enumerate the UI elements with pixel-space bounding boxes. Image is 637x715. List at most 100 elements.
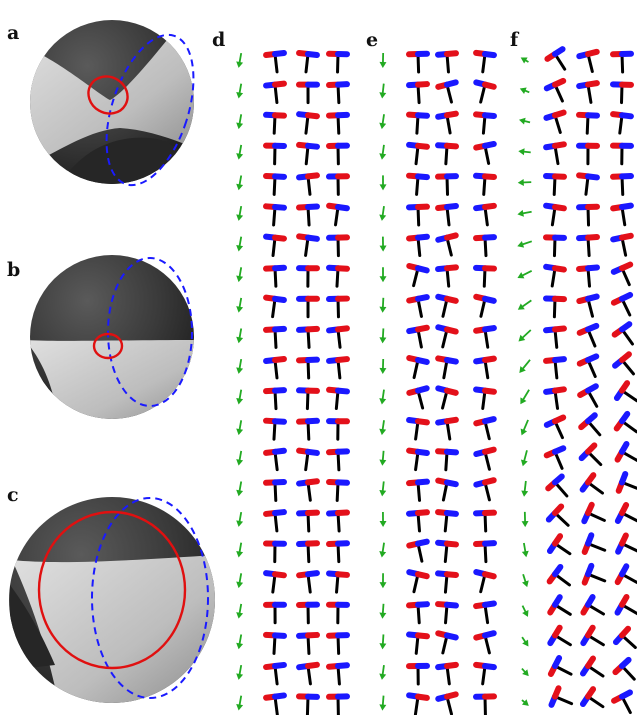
sphere-b-light-surface	[30, 340, 194, 419]
triad-icon	[406, 417, 430, 441]
triad-icon	[263, 479, 287, 502]
triad-icon	[610, 291, 634, 317]
triad-icon	[406, 569, 430, 594]
triad-icon	[296, 540, 320, 564]
triad-icon	[263, 294, 287, 319]
triad-icon	[263, 356, 287, 380]
green-arrow-icon	[522, 573, 529, 588]
triad-icon	[296, 631, 320, 655]
triad-icon	[435, 509, 459, 533]
green-arrow-icon	[236, 236, 244, 252]
triad-icon	[326, 662, 350, 686]
vector-grid-e	[379, 49, 497, 715]
triad-icon	[435, 142, 459, 166]
green-arrow-icon	[379, 389, 387, 405]
triad-icon	[406, 172, 430, 196]
triad-icon	[546, 533, 572, 556]
triad-icon	[576, 111, 600, 135]
green-arrow-icon	[236, 481, 244, 497]
green-arrow-icon	[520, 57, 529, 64]
triad-icon	[326, 356, 350, 380]
triad-icon	[326, 418, 350, 441]
triad-icon	[263, 264, 287, 288]
triad-icon	[576, 203, 600, 227]
green-arrow-icon	[236, 634, 244, 650]
green-arrow-icon	[379, 511, 387, 527]
triad-icon	[473, 140, 497, 165]
triad-icon	[263, 417, 287, 441]
green-arrow-icon	[517, 299, 532, 310]
triad-icon	[296, 81, 320, 105]
panel-label-c: c	[7, 484, 19, 506]
triad-icon	[473, 416, 497, 441]
triad-icon	[473, 79, 497, 104]
triad-icon	[473, 540, 497, 564]
green-arrow-icon	[517, 209, 532, 217]
triad-icon	[326, 173, 350, 196]
vector-grid-f	[517, 46, 637, 715]
green-arrow-icon	[236, 328, 244, 344]
triad-icon	[581, 532, 607, 555]
triad-icon	[296, 233, 320, 257]
green-arrow-icon	[517, 178, 532, 186]
triad-icon	[263, 49, 287, 74]
green-arrow-icon	[379, 175, 387, 191]
triad-icon	[326, 509, 350, 533]
green-arrow-icon	[236, 695, 244, 711]
green-arrow-icon	[521, 667, 529, 677]
triad-icon	[326, 601, 350, 625]
triad-icon	[263, 631, 287, 655]
triad-icon	[435, 355, 459, 380]
triad-icon	[296, 387, 320, 411]
triad-icon	[576, 264, 600, 288]
triad-icon	[543, 295, 567, 319]
triad-icon	[296, 570, 320, 594]
triad-icon	[263, 111, 287, 135]
triad-icon	[576, 293, 600, 318]
triad-icon	[326, 234, 350, 258]
triad-icon	[326, 632, 350, 655]
triad-icon	[581, 501, 606, 525]
triad-icon	[544, 46, 567, 71]
triad-icon	[296, 111, 320, 135]
triad-icon	[543, 202, 567, 227]
triad-icon	[296, 417, 320, 441]
triad-icon	[435, 324, 459, 349]
triad-icon	[326, 540, 350, 564]
green-arrow-icon	[379, 481, 387, 497]
triad-icon	[296, 509, 320, 533]
triad-icon	[473, 477, 497, 502]
triad-icon	[473, 600, 497, 625]
green-arrow-icon	[517, 270, 533, 279]
triad-icon	[473, 111, 497, 135]
green-arrow-icon	[518, 148, 531, 156]
sphere-c-blue-dashed-loop	[91, 497, 209, 699]
green-arrow-icon	[521, 605, 529, 617]
triad-icon	[576, 172, 600, 196]
triad-icon	[610, 111, 634, 135]
sphere-a-red-loop	[87, 75, 129, 115]
sphere-panel-c	[9, 497, 215, 703]
triad-icon	[435, 110, 459, 135]
triad-icon	[545, 503, 570, 527]
triad-icon	[543, 141, 567, 166]
triad-icon	[406, 324, 430, 349]
triad-icon	[543, 109, 567, 134]
triad-icon	[296, 172, 320, 196]
triad-icon	[406, 141, 430, 166]
triad-icon	[263, 509, 287, 533]
green-arrow-icon	[379, 664, 387, 680]
triad-icon	[473, 355, 497, 380]
triad-icon	[263, 447, 287, 472]
triad-icon	[545, 473, 569, 498]
triad-icon	[406, 50, 430, 74]
triad-icon	[473, 293, 497, 318]
green-arrow-icon	[236, 664, 244, 680]
triad-icon	[473, 325, 497, 349]
triad-icon	[612, 625, 637, 649]
green-arrow-icon	[521, 636, 529, 647]
triad-icon	[435, 264, 459, 288]
triad-icon	[576, 353, 600, 378]
triad-icon	[296, 601, 320, 625]
triad-icon	[263, 172, 287, 196]
